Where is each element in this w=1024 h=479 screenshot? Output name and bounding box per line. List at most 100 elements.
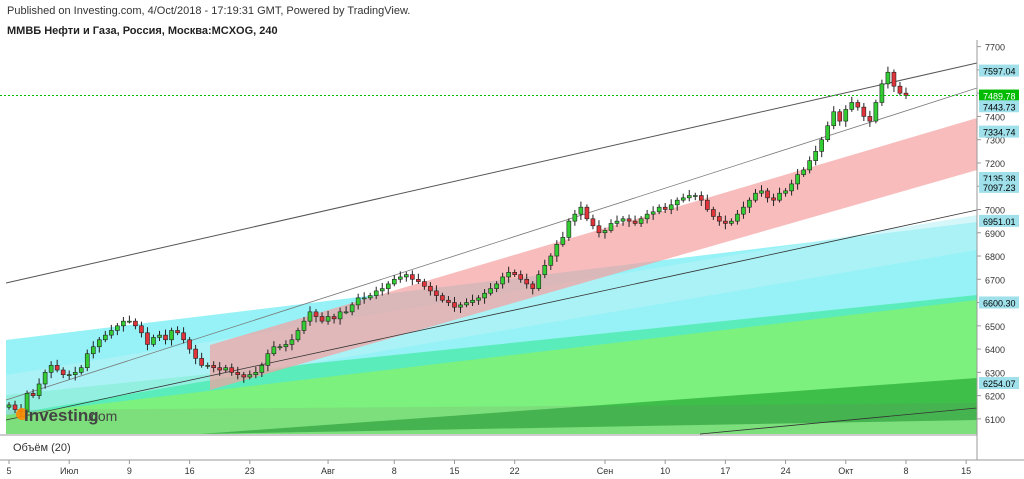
candle-body <box>464 302 469 306</box>
candle-body <box>831 111 837 127</box>
candle-body <box>42 372 48 385</box>
candle-body <box>163 334 168 341</box>
candle-body <box>795 174 800 185</box>
candle-body <box>373 290 379 296</box>
candle <box>109 324 114 339</box>
candle <box>885 66 891 89</box>
candle <box>283 340 289 352</box>
candle <box>705 194 710 212</box>
candle-body <box>668 204 674 210</box>
candle-body <box>72 372 78 375</box>
candle-body <box>343 311 349 314</box>
candle-body <box>367 295 373 299</box>
candle-body <box>277 346 283 349</box>
price-label-text: 7097.23 <box>983 183 1016 193</box>
candle <box>60 367 66 379</box>
candle <box>578 201 584 220</box>
price-label-text: 6951.01 <box>983 217 1016 227</box>
candle <box>819 136 825 158</box>
candle <box>163 329 168 345</box>
candle-body <box>885 71 891 85</box>
candle <box>337 307 343 325</box>
candle <box>759 185 764 197</box>
candle <box>325 310 331 325</box>
candle-body <box>325 316 331 322</box>
candle <box>903 87 909 99</box>
dark-green-channel[interactable] <box>200 378 977 434</box>
candle-body <box>626 218 632 222</box>
candle-body <box>602 230 608 234</box>
candle-body <box>897 85 903 94</box>
candle-body <box>771 197 776 201</box>
candle-body <box>638 218 644 224</box>
candle <box>90 341 96 359</box>
candle-body <box>404 274 409 278</box>
candle <box>446 296 451 307</box>
candle <box>42 369 48 389</box>
candle <box>139 321 144 338</box>
candle <box>175 326 180 336</box>
candle-body <box>644 213 650 220</box>
x-tick-label: Июл <box>60 466 78 476</box>
candle-body <box>422 281 427 287</box>
candle-body <box>223 367 229 371</box>
grey-channel[interactable] <box>6 403 977 434</box>
candle <box>367 292 373 301</box>
y-tick-label: 6800 <box>985 252 1005 262</box>
candle-body <box>578 206 584 215</box>
price-label-box <box>979 296 1019 309</box>
x-tick-label: 23 <box>245 466 255 476</box>
candle <box>458 302 463 314</box>
candle-body <box>518 274 524 280</box>
candle-body <box>109 330 114 336</box>
price-label-box <box>979 377 1019 390</box>
candle-body <box>84 353 90 368</box>
candle <box>620 216 626 226</box>
candle-body <box>133 320 138 327</box>
candle <box>271 341 277 357</box>
candle <box>181 327 186 344</box>
candle-body <box>536 274 542 289</box>
candle <box>512 269 517 277</box>
candle <box>54 359 60 373</box>
candle <box>584 204 590 222</box>
candle-body <box>181 332 186 341</box>
trend-line-mid[interactable] <box>5 87 977 401</box>
trend-line-bottom[interactable] <box>699 407 977 435</box>
price-label: 7334.74 <box>979 125 1019 138</box>
price-label: 7597.04 <box>979 64 1019 77</box>
candle-body <box>692 195 698 197</box>
candle <box>765 188 770 203</box>
y-tick-label: 6400 <box>985 345 1005 355</box>
candle-body <box>759 190 764 194</box>
candle-body <box>60 369 66 375</box>
trend-line-lower[interactable] <box>5 209 977 421</box>
candle <box>650 206 656 220</box>
candle <box>277 343 283 351</box>
candle-body <box>235 372 241 375</box>
candle <box>193 344 198 365</box>
candle-body <box>97 339 102 348</box>
candle-body <box>608 223 614 231</box>
y-tick-label: 6500 <box>985 322 1005 332</box>
candle <box>536 270 542 291</box>
candle <box>385 281 391 295</box>
price-label-box <box>979 180 1019 193</box>
candle-body <box>169 330 174 341</box>
candle <box>825 121 831 143</box>
red-channel[interactable] <box>210 118 977 390</box>
y-tick-label: 6900 <box>985 229 1005 239</box>
trend-line-upper[interactable] <box>5 62 977 284</box>
price-label-box <box>979 214 1019 227</box>
price-label-text: 7135.38 <box>983 174 1016 184</box>
candle <box>84 349 90 372</box>
candle-body <box>12 404 18 410</box>
price-label-text: 7489.78 <box>983 92 1016 102</box>
candle-body <box>103 334 108 341</box>
candle-body <box>867 116 873 122</box>
candle <box>843 105 849 127</box>
price-label: 7443.73 <box>979 100 1019 113</box>
x-tick-label: 24 <box>781 466 791 476</box>
candle <box>422 278 427 290</box>
